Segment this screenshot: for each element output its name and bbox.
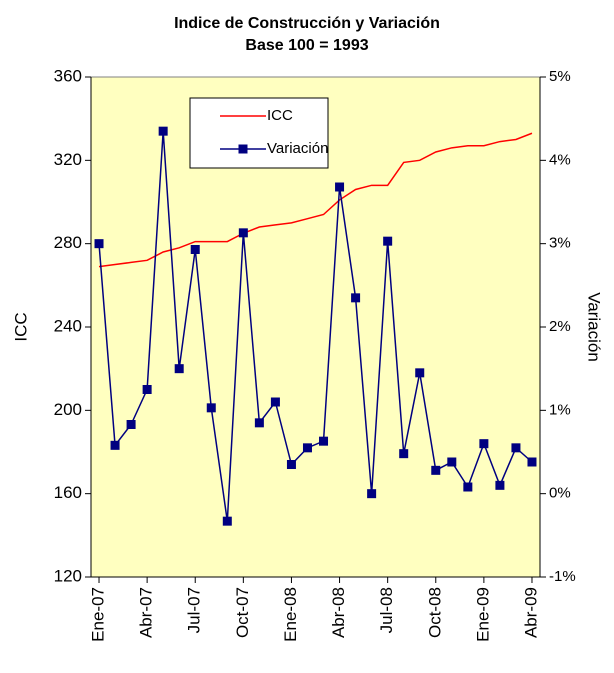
series-marker [367, 489, 377, 499]
x-tick-label: Oct-08 [425, 587, 444, 638]
x-tick-label: Ene-09 [473, 587, 492, 642]
y2-tick-label: 4% [549, 151, 571, 168]
y2-tick-label: -1% [549, 568, 576, 585]
series-marker [511, 443, 521, 453]
series-marker [110, 440, 120, 450]
y-tick-label: 160 [54, 483, 82, 502]
series-marker [319, 436, 329, 446]
series-marker [206, 403, 216, 413]
series-line [98, 131, 533, 522]
legend-label: ICC [267, 107, 293, 124]
chart-subtitle: Base 100 = 1993 [245, 37, 368, 54]
x-tick-label: Jul-07 [185, 587, 204, 633]
y-tick-label: 320 [54, 150, 82, 169]
y2-tick-label: 3% [549, 235, 571, 252]
x-tick-label: Oct-07 [233, 587, 252, 638]
y2-tick-label: 2% [549, 318, 571, 335]
x-tick-label: Ene-08 [281, 587, 300, 642]
series-marker [142, 385, 152, 394]
series-marker [286, 460, 296, 469]
series-marker [495, 480, 505, 490]
y-axis-label: ICC [11, 312, 30, 341]
series-marker [447, 457, 457, 467]
legend-label: Variación [267, 140, 328, 157]
series-marker [158, 126, 168, 136]
series-marker [335, 182, 345, 192]
series-marker [94, 239, 104, 249]
legend-marker [238, 144, 248, 154]
x-tick-label: Abr-07 [137, 587, 156, 638]
y-tick-label: 200 [54, 400, 82, 419]
series-marker [463, 482, 473, 492]
series-marker [238, 228, 248, 238]
series-marker [383, 236, 393, 246]
series-marker [431, 465, 441, 475]
legend [189, 97, 329, 169]
y-tick-label: 120 [54, 566, 82, 585]
y-tick-label: 280 [54, 233, 82, 252]
chart-title: Indice de Construcción y Variación [174, 15, 440, 32]
series-marker [270, 397, 280, 407]
y-tick-label: 360 [54, 66, 82, 85]
series-marker [351, 293, 361, 303]
series-marker [302, 443, 312, 453]
series-marker [479, 439, 489, 449]
x-tick-label: Abr-09 [521, 587, 540, 638]
series-marker [254, 418, 264, 428]
x-tick-label: Jul-08 [377, 587, 396, 633]
y2-axis-label: Variación [585, 292, 604, 362]
y-tick-label: 240 [54, 316, 82, 335]
series-marker [190, 245, 200, 254]
series-marker [399, 449, 409, 459]
y2-tick-label: 1% [549, 401, 571, 418]
series-marker [174, 364, 184, 374]
series-marker [527, 457, 537, 467]
y2-tick-label: 0% [549, 485, 571, 502]
x-tick-label: Ene-07 [89, 587, 108, 642]
series-marker [222, 516, 232, 526]
x-tick-label: Abr-08 [329, 587, 348, 638]
series-marker [126, 420, 136, 429]
y2-tick-label: 5% [549, 68, 571, 85]
series-marker [415, 368, 425, 378]
